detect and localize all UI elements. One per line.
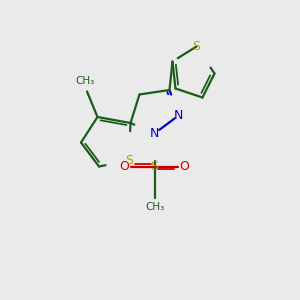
Text: S: S [151,160,158,173]
Text: CH₃: CH₃ [76,76,95,86]
Text: O: O [180,160,189,173]
Text: CH₃: CH₃ [145,202,164,212]
Text: O: O [120,160,129,173]
Text: S: S [193,40,200,53]
Text: N: N [150,127,159,140]
Text: S: S [125,154,133,167]
Text: N: N [174,109,183,122]
Text: S: S [154,198,155,199]
